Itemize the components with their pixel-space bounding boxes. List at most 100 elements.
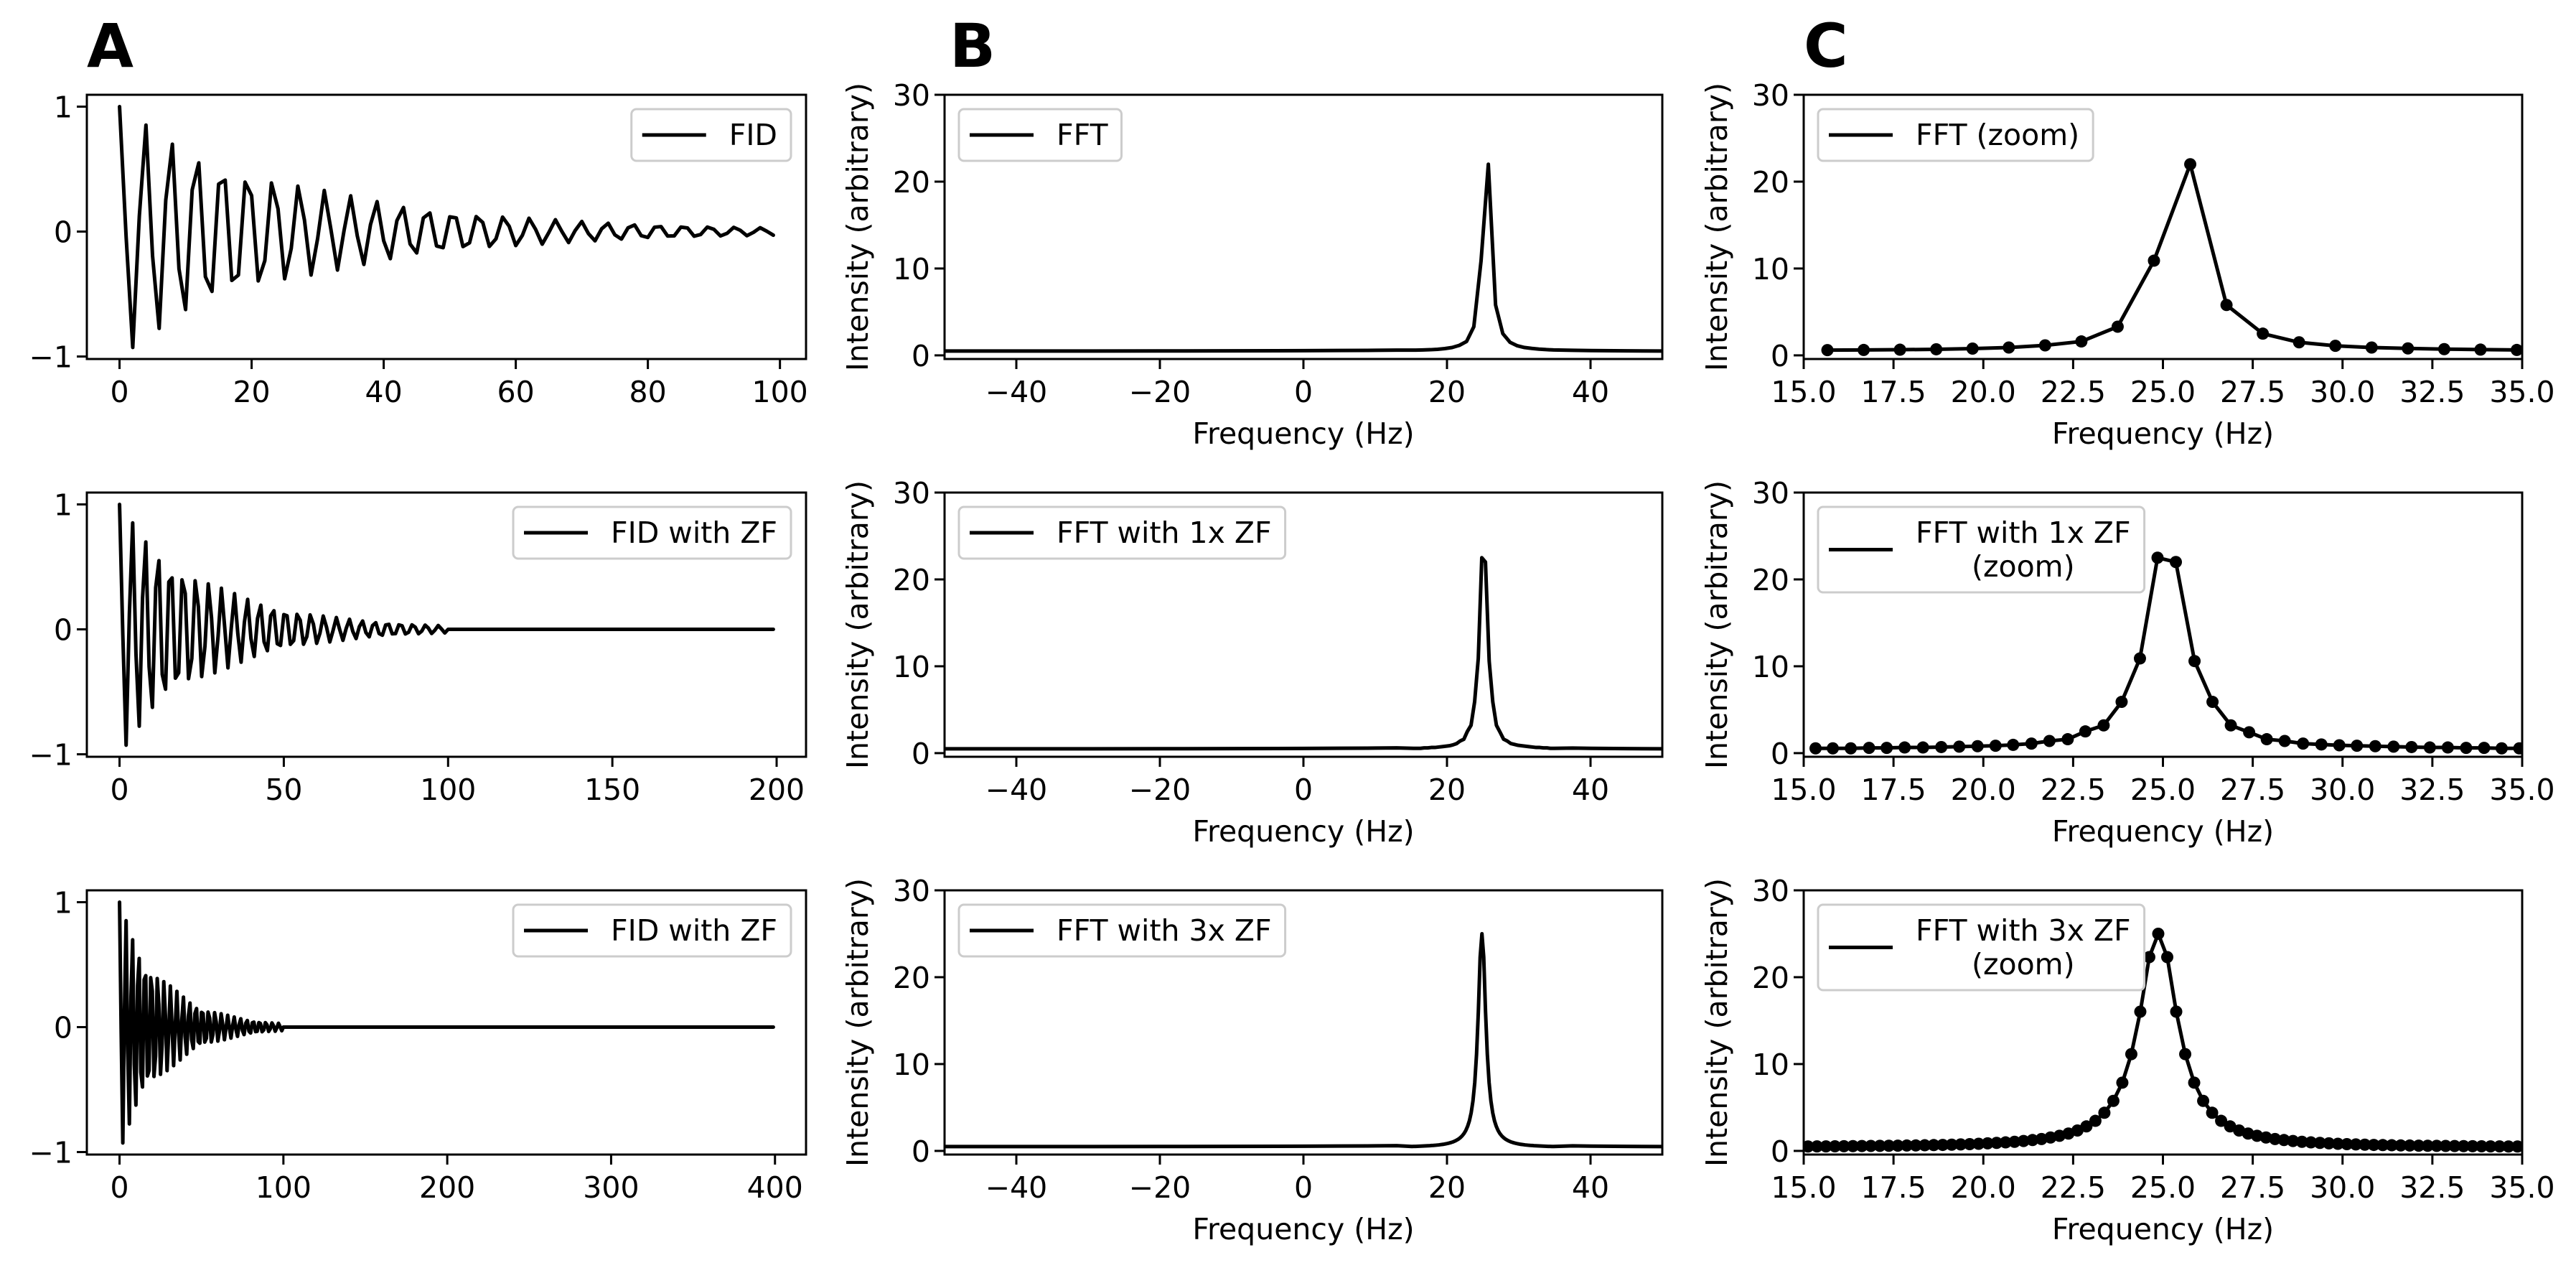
data-point	[2405, 740, 2418, 753]
x-tick-label: 17.5	[1860, 1170, 1926, 1205]
data-point	[2349, 1138, 2362, 1151]
data-point	[2075, 335, 2088, 348]
legend-label: FFT with 1x ZF	[1916, 516, 2131, 550]
y-tick-label: 0	[54, 613, 72, 648]
data-point	[2206, 1106, 2219, 1119]
y-tick-label: 30	[893, 476, 930, 511]
x-tick-label: 20	[1428, 375, 1466, 409]
x-tick-label: 400	[747, 1170, 803, 1205]
panel-c1: 15.0 17.5 20.0 22.5 25.0 27.5 30.0 32.5 35.0 0 10 2…	[1700, 78, 2555, 451]
data-point	[2439, 1139, 2452, 1152]
legend-label: FFT with 3x ZF	[1916, 913, 2131, 948]
legend-label: (zoom)	[1972, 549, 2075, 584]
data-point	[1916, 741, 1929, 754]
data-point	[1936, 1139, 1949, 1152]
data-point	[2331, 1137, 2344, 1150]
data-point	[2329, 340, 2342, 353]
y-tick-label: −1	[29, 738, 72, 773]
data-point	[2133, 652, 2146, 665]
data-point	[2297, 737, 2310, 750]
y-tick-label: 0	[1771, 737, 1789, 771]
data-point	[1963, 1137, 1976, 1150]
series-line	[1825, 162, 2519, 353]
series-line	[945, 931, 1662, 1149]
data-point	[2437, 342, 2450, 355]
data-point	[1898, 741, 1911, 754]
x-tick-label: 20.0	[1951, 375, 2016, 409]
x-tick-label: 20	[1428, 1170, 1466, 1205]
data-point	[2475, 1140, 2488, 1153]
x-tick-label: 27.5	[2220, 1170, 2285, 1205]
x-tick-label: 22.5	[2041, 1170, 2106, 1205]
legend-box	[957, 108, 1123, 162]
y-tick-label: 30	[1752, 78, 1789, 113]
y-tick-label: 1	[54, 90, 72, 125]
data-point	[2111, 320, 2124, 333]
y-tick-label: 0	[54, 1011, 72, 1045]
y-tick-label: 0	[1771, 339, 1789, 373]
x-tick-label: 15.0	[1771, 1170, 1836, 1205]
x-tick-label: 30.0	[2310, 773, 2375, 807]
data-point	[2170, 1005, 2183, 1018]
x-tick-label: −40	[985, 773, 1048, 807]
x-tick-label: 60	[497, 375, 535, 409]
y-tick-label: 1	[54, 886, 72, 920]
data-point	[1990, 1137, 2003, 1150]
data-point	[2007, 738, 2020, 751]
x-axis-label: Frequency (Hz)	[1192, 416, 1414, 451]
data-point	[2323, 1137, 2336, 1150]
x-tick-label: 27.5	[2220, 773, 2285, 807]
data-point	[2333, 739, 2346, 752]
legend: FFT	[957, 108, 1123, 162]
x-tick-label: 40	[365, 375, 403, 409]
data-point	[2421, 1139, 2434, 1152]
data-point	[2215, 1114, 2228, 1127]
data-point	[2295, 1135, 2308, 1148]
data-point	[1909, 1139, 1922, 1152]
data-point	[2097, 719, 2110, 732]
data-point	[1809, 742, 1822, 755]
x-tick-label: 40	[1572, 773, 1609, 807]
data-point	[2098, 1106, 2111, 1119]
x-tick-label: 100	[256, 1170, 312, 1205]
y-tick-label: 10	[893, 1048, 930, 1082]
x-tick-label: 32.5	[2399, 375, 2465, 409]
y-tick-label: 10	[1752, 650, 1789, 684]
data-point	[2365, 341, 2378, 354]
x-tick-label: 35.0	[2489, 773, 2554, 807]
legend-box	[1817, 505, 2146, 594]
x-axis-label: Frequency (Hz)	[2052, 814, 2274, 849]
data-point	[2305, 1136, 2318, 1149]
data-point	[2359, 1138, 2371, 1151]
y-tick-label: 20	[893, 961, 930, 995]
data-point	[2197, 1094, 2210, 1107]
data-point	[1989, 740, 2002, 752]
legend: FFT with 1x ZF	[957, 505, 1287, 560]
series-line	[945, 162, 1662, 353]
data-point	[2441, 741, 2454, 754]
x-tick-label: 0	[110, 773, 128, 807]
data-point	[2170, 556, 2183, 569]
data-point	[2474, 343, 2487, 356]
x-tick-label: −40	[985, 375, 1048, 409]
panel-b3: −40 −20 0 20 40 0 10 20 30 Frequency (Hz) Intensit…	[840, 874, 1664, 1246]
data-point	[1883, 1139, 1896, 1152]
data-point	[2287, 1134, 2300, 1147]
legend-box	[630, 108, 792, 162]
data-point	[2116, 1076, 2129, 1089]
y-axis-label: Intensity (arbitrary)	[1700, 83, 1734, 371]
legend-label: FID with ZF	[611, 913, 777, 948]
x-tick-label: 80	[629, 375, 667, 409]
data-point	[2460, 742, 2473, 755]
x-tick-label: 17.5	[1860, 773, 1926, 807]
series-line	[118, 503, 775, 747]
y-tick-label: 20	[893, 563, 930, 597]
data-point	[1811, 1140, 1824, 1153]
data-point	[2061, 733, 2074, 746]
data-point	[2367, 1139, 2380, 1152]
data-point	[2152, 927, 2165, 940]
data-point	[2243, 726, 2256, 739]
x-tick-label: 35.0	[2489, 1170, 2554, 1205]
data-point	[2188, 1076, 2201, 1089]
